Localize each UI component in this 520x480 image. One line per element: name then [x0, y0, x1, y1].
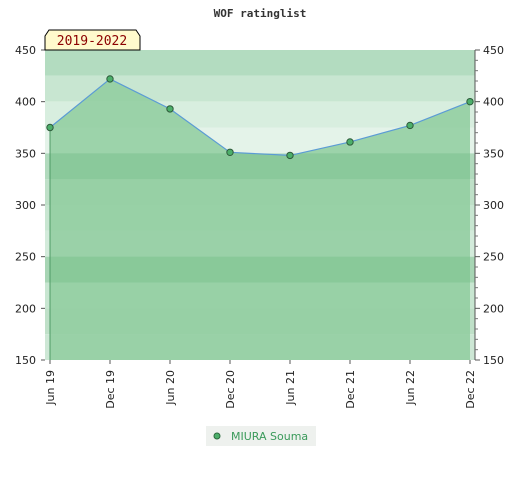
y-tick-label-left: 300 [15, 199, 36, 212]
area-layer [45, 78, 475, 360]
x-tick-label: Jun 20 [164, 370, 177, 406]
y-tick-label-right: 250 [483, 251, 504, 264]
data-point[interactable] [226, 148, 234, 157]
period-badge-frame [44, 29, 141, 51]
legend-box [206, 426, 316, 446]
y-axis-left: 150 200 250 300 350 400 450 [15, 44, 45, 367]
y-tick-label-right: 350 [483, 147, 504, 160]
period-badge: 2019-2022 [44, 29, 141, 51]
data-point[interactable] [286, 151, 294, 160]
y-tick-label-left: 350 [15, 147, 36, 160]
y-tick-label-left: 400 [15, 96, 36, 109]
x-tick-label: Dec 19 [104, 370, 117, 409]
data-point[interactable] [166, 105, 174, 113]
y-tick-label-left: 450 [15, 44, 36, 57]
y-tick-label-left: 250 [15, 251, 36, 264]
data-point[interactable] [466, 97, 474, 106]
x-tick-label: Dec 20 [224, 370, 237, 409]
legend-marker [213, 432, 221, 440]
legend[interactable]: MIURA Souma [206, 426, 316, 446]
x-tick-label: Jun 19 [44, 370, 57, 406]
x-tick-label: Jun 22 [404, 370, 417, 406]
period-badge-text: 2019-2022 [57, 34, 127, 49]
x-tick-label: Dec 22 [464, 370, 477, 409]
legend-label: MIURA Souma [231, 430, 308, 443]
series-area [50, 78, 470, 360]
grid-band [45, 50, 475, 76]
series-points [46, 75, 474, 160]
chart-title: WOF ratinglist [214, 7, 307, 20]
series-line [49, 78, 471, 157]
grid-band-accent [45, 153, 475, 180]
x-tick-label: Dec 21 [344, 370, 357, 409]
y-tick-label-right: 300 [483, 199, 504, 212]
data-point[interactable] [346, 138, 354, 146]
x-axis: Jun 19 Dec 19 Jun 20 Dec 20 Jun 21 Dec 21 Jun … [44, 360, 477, 409]
y-tick-label-right: 200 [483, 302, 504, 315]
data-point[interactable] [46, 123, 54, 132]
y-tick-label-right: 450 [483, 44, 504, 57]
x-tick-label: Jun 21 [284, 370, 297, 406]
y-tick-label-left: 200 [15, 302, 36, 315]
y-tick-label-left: 150 [15, 354, 36, 367]
y-tick-label-right: 400 [483, 96, 504, 109]
y-axis-right: 150 200 250 300 350 400 450 [474, 44, 504, 367]
grid-band-accent [45, 256, 475, 283]
data-point[interactable] [106, 75, 114, 83]
y-tick-label-right: 150 [483, 354, 504, 367]
data-point[interactable] [406, 121, 414, 130]
